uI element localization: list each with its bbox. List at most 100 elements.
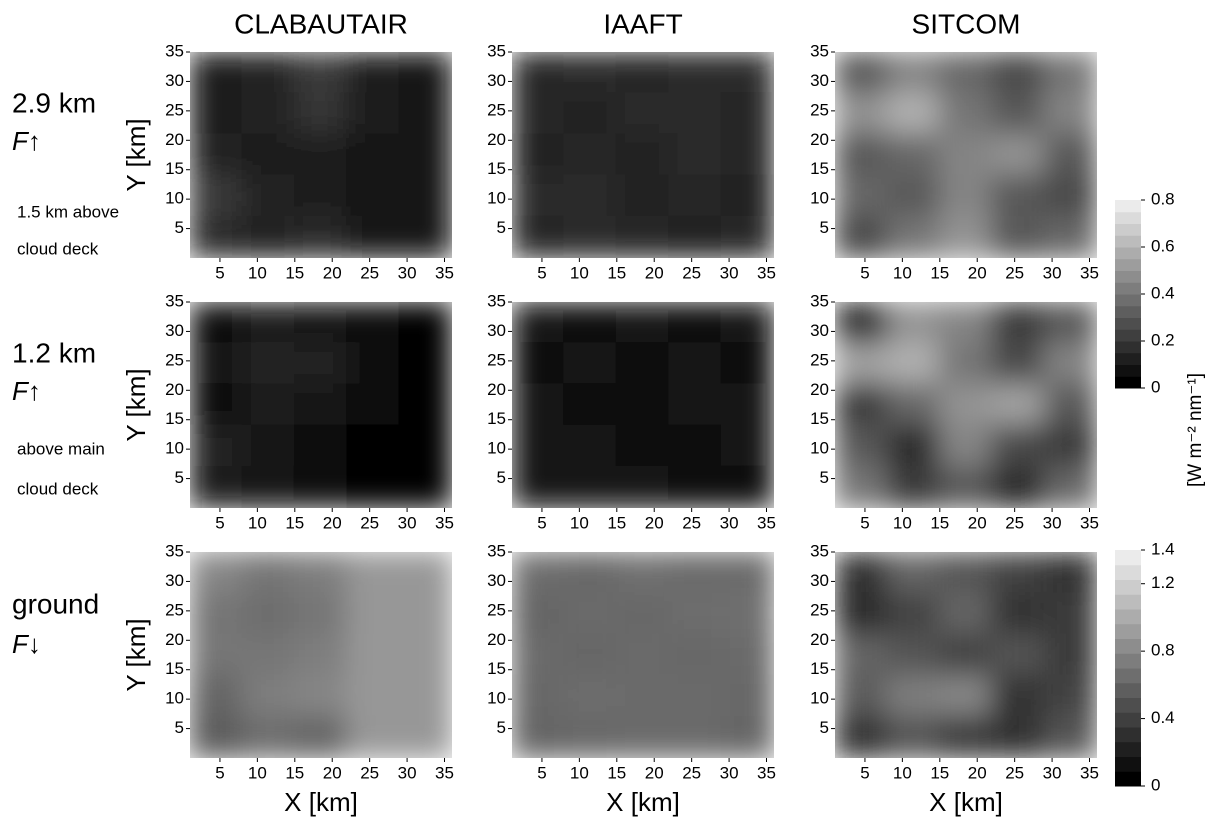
heat-cell <box>1044 551 1098 594</box>
heat-cell <box>189 301 243 344</box>
heat-cell <box>399 425 453 468</box>
x-tick-label: 15 <box>285 513 304 532</box>
heat-cell <box>241 301 295 344</box>
heat-cell <box>241 675 295 718</box>
x-tick-label: 5 <box>537 263 546 282</box>
heat-cell <box>399 383 453 426</box>
heat-cell <box>834 592 888 635</box>
x-tick-label: 10 <box>893 513 912 532</box>
x-tick-label: 35 <box>435 763 454 782</box>
x-tick-label: 10 <box>570 263 589 282</box>
heat-cell <box>563 342 617 385</box>
heat-cell <box>399 633 453 676</box>
heat-cell <box>668 675 722 718</box>
heat-cell <box>616 633 670 676</box>
heat-cell <box>668 92 722 135</box>
x-tick-label: 10 <box>248 763 267 782</box>
y-tick-label: 10 <box>810 689 829 708</box>
heat-cell <box>939 425 993 468</box>
x-axis-label: X [km] <box>929 787 1003 817</box>
colorbar-step <box>1115 341 1141 353</box>
heat-cell <box>399 716 453 759</box>
x-tick-label: 20 <box>323 263 342 282</box>
y-tick-label: 20 <box>165 130 184 149</box>
heat-cell <box>399 216 453 259</box>
heat-cell <box>563 216 617 259</box>
x-tick-label: 15 <box>930 763 949 782</box>
y-tick-label: 35 <box>810 41 829 60</box>
heat-cell <box>294 133 348 176</box>
row-note: cloud deck <box>17 239 99 258</box>
heat-cell <box>668 425 722 468</box>
colorbar-step <box>1115 550 1141 565</box>
heat-cell <box>346 633 400 676</box>
y-tick-label: 30 <box>810 71 829 90</box>
y-tick-label: 25 <box>165 350 184 369</box>
heat-cell <box>886 301 940 344</box>
y-tick-label: 5 <box>175 718 184 737</box>
heat-cell <box>991 551 1045 594</box>
heat-cell <box>241 633 295 676</box>
heat-cell <box>399 51 453 94</box>
x-tick-label: 5 <box>860 263 869 282</box>
heat-cell <box>294 383 348 426</box>
heat-cell <box>346 383 400 426</box>
y-tick-label: 10 <box>810 189 829 208</box>
y-tick-label: 15 <box>165 409 184 428</box>
y-tick-label: 30 <box>487 71 506 90</box>
colorbar-step <box>1115 565 1141 580</box>
heat-cell <box>721 175 775 218</box>
heatmap <box>511 551 775 759</box>
heat-cell <box>886 466 940 509</box>
heat-cell <box>563 675 617 718</box>
heat-cell <box>1044 633 1098 676</box>
x-tick-label: 5 <box>215 513 224 532</box>
heat-cell <box>511 425 565 468</box>
y-tick-label: 15 <box>487 659 506 678</box>
colorbar-step <box>1115 306 1141 318</box>
x-tick-label: 5 <box>860 763 869 782</box>
heat-cell <box>511 551 565 594</box>
y-tick-label: 15 <box>165 659 184 678</box>
heatmap-cells <box>189 551 453 759</box>
heat-cell <box>616 466 670 509</box>
heat-cell <box>241 92 295 135</box>
colorbar-step <box>1115 271 1141 283</box>
heat-cell <box>834 342 888 385</box>
heat-cell <box>939 675 993 718</box>
x-tick-label: 10 <box>248 263 267 282</box>
colorbar-step <box>1115 639 1141 654</box>
x-tick-label: 10 <box>570 513 589 532</box>
heat-cell <box>346 51 400 94</box>
heat-cell <box>991 466 1045 509</box>
heatmap-cells <box>834 551 1098 759</box>
colorbar-tick-label: 0.6 <box>1151 236 1175 255</box>
heat-cell <box>399 301 453 344</box>
colorbar-step <box>1115 224 1141 236</box>
heat-cell <box>991 92 1045 135</box>
x-tick-label: 5 <box>215 763 224 782</box>
heat-cell <box>668 383 722 426</box>
heat-cell <box>1044 425 1098 468</box>
row-note: cloud deck <box>17 479 99 498</box>
heat-cell <box>1044 92 1098 135</box>
y-tick-label: 30 <box>810 571 829 590</box>
y-tick-label: 15 <box>810 159 829 178</box>
colorbar-label: [W m⁻² nm⁻¹] <box>1185 373 1206 487</box>
y-tick-label: 35 <box>487 291 506 310</box>
heat-cell <box>511 716 565 759</box>
x-tick-label: 25 <box>360 513 379 532</box>
heat-cell <box>346 175 400 218</box>
heat-cell <box>991 383 1045 426</box>
heat-cell <box>668 551 722 594</box>
figure: CLABAUTAIRIAAFTSITCOM2.9 kmF↑1.5 km abov… <box>0 0 1208 822</box>
heat-cell <box>616 425 670 468</box>
y-tick-label: 20 <box>487 130 506 149</box>
colorbar-step <box>1115 353 1141 365</box>
heatmap-cells <box>189 51 453 259</box>
heat-cell <box>834 675 888 718</box>
heat-cell <box>939 633 993 676</box>
row-label: 1.2 km <box>12 337 96 368</box>
heat-cell <box>939 466 993 509</box>
x-tick-label: 35 <box>757 263 776 282</box>
